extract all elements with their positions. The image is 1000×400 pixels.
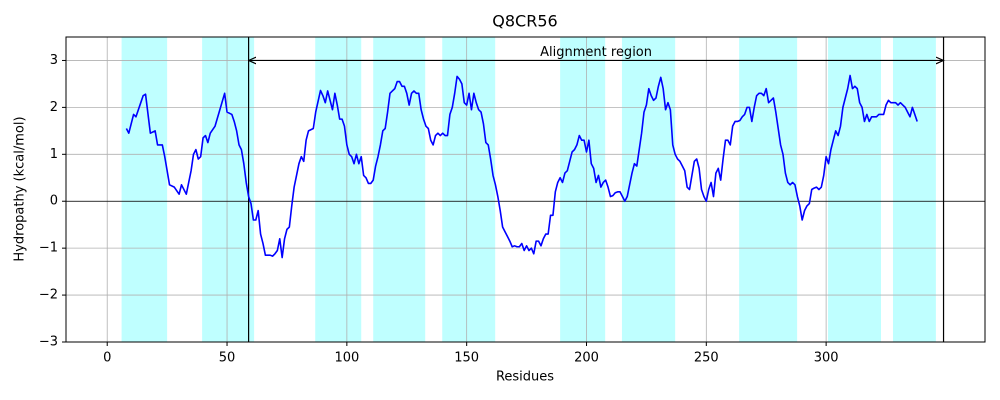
region bbox=[621, 37, 676, 342]
y-tick-label: 1 bbox=[50, 147, 58, 162]
region bbox=[739, 37, 798, 342]
region bbox=[315, 37, 362, 342]
y-tick-label: −2 bbox=[39, 288, 58, 303]
y-tick-label: 3 bbox=[50, 53, 58, 68]
region bbox=[202, 37, 255, 342]
x-tick-label: 150 bbox=[454, 351, 479, 366]
y-axis-label: Hydropathy (kcal/mol) bbox=[13, 116, 28, 261]
x-tick-label: 0 bbox=[103, 351, 111, 366]
y-tick-label: −1 bbox=[39, 241, 58, 256]
region bbox=[442, 37, 496, 342]
hydropathy-line bbox=[125, 74, 918, 259]
regions bbox=[121, 37, 936, 342]
region bbox=[828, 37, 881, 342]
x-tick-label: 250 bbox=[694, 351, 719, 366]
reference-lines: Alignment region bbox=[66, 37, 985, 342]
ticks: 0 50 100 150 200 250 300 −3 −2 −1 0 1 2 3 bbox=[39, 53, 839, 366]
y-tick-label: −3 bbox=[39, 335, 58, 350]
x-axis-label: Residues bbox=[496, 370, 554, 385]
plot-frame bbox=[65, 36, 986, 343]
plot-lines bbox=[125, 74, 918, 259]
y-tick-label: 0 bbox=[50, 194, 58, 209]
region bbox=[560, 37, 606, 342]
x-tick-label: 200 bbox=[574, 351, 599, 366]
region bbox=[121, 37, 168, 342]
x-tick-label: 300 bbox=[814, 351, 839, 366]
region bbox=[373, 37, 426, 342]
y-tick-label: 2 bbox=[50, 100, 58, 115]
region bbox=[892, 37, 936, 342]
x-tick-label: 100 bbox=[334, 351, 359, 366]
x-tick-label: 50 bbox=[219, 351, 236, 366]
chart-title: Q8CR56 bbox=[492, 12, 557, 31]
annotation-label: Alignment region bbox=[540, 45, 652, 60]
